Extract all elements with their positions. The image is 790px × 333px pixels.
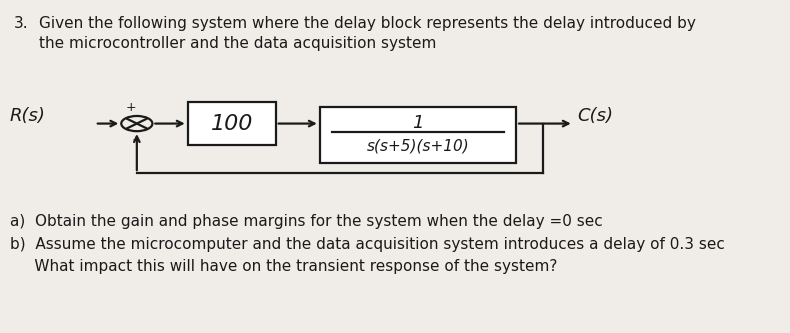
- Text: Given the following system where the delay block represents the delay introduced: Given the following system where the del…: [39, 16, 695, 31]
- FancyBboxPatch shape: [320, 107, 516, 163]
- Text: What impact this will have on the transient response of the system?: What impact this will have on the transi…: [9, 259, 557, 274]
- Text: -: -: [133, 134, 137, 148]
- Text: 1: 1: [412, 114, 423, 132]
- Text: b)  Assume the microcomputer and the data acquisition system introduces a delay : b) Assume the microcomputer and the data…: [9, 237, 724, 252]
- Text: 3.: 3.: [13, 16, 28, 31]
- Text: +: +: [126, 101, 137, 114]
- FancyBboxPatch shape: [188, 102, 276, 145]
- Text: C(s): C(s): [577, 107, 613, 125]
- Text: a)  Obtain the gain and phase margins for the system when the delay =0 sec: a) Obtain the gain and phase margins for…: [9, 214, 602, 229]
- Text: R(s): R(s): [9, 107, 45, 125]
- Text: 100: 100: [210, 114, 253, 134]
- Text: the microcontroller and the data acquisition system: the microcontroller and the data acquisi…: [39, 36, 436, 51]
- Text: s(s+5)(s+10): s(s+5)(s+10): [367, 138, 469, 153]
